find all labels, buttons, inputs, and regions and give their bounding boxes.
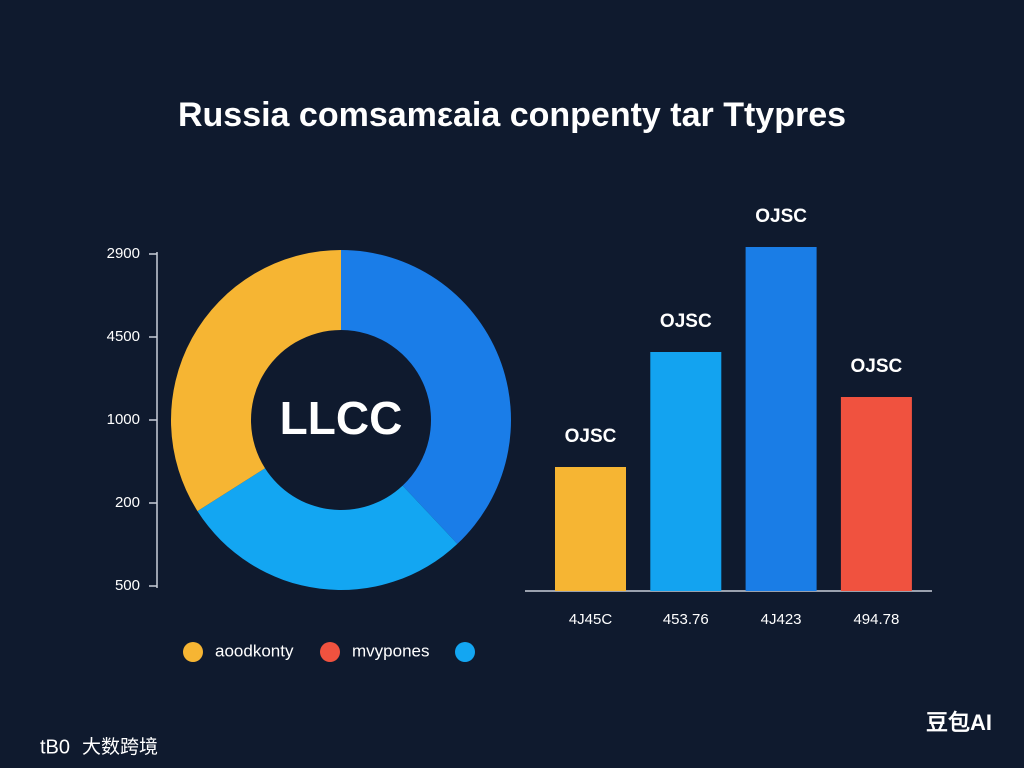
watermark: 大数跨境 (82, 736, 158, 758)
legend-label: aoodkonty (215, 641, 294, 660)
legend-label: mvypones (352, 641, 429, 660)
donut-segment (197, 468, 458, 590)
legend-swatch (183, 642, 203, 662)
bar (840, 397, 912, 591)
x-tick-label: 4J45C (569, 611, 613, 628)
y-tick-label: 2900 (107, 245, 140, 262)
bar (650, 352, 722, 591)
donut-segment (341, 250, 511, 544)
data-label: OJSC (565, 426, 617, 447)
data-label: OJSC (755, 206, 807, 227)
y-tick-label: 500 (115, 577, 140, 594)
y-tick-label: 200 (115, 494, 140, 511)
chart-title: Russia comsamεaia conpenty tar Ttypres (178, 96, 846, 134)
legend-swatch (455, 642, 475, 662)
data-label: OJSC (851, 356, 903, 377)
bar (555, 467, 626, 591)
x-tick-label: 453.76 (663, 611, 709, 628)
watermark: 豆包AI (926, 710, 992, 735)
x-tick-label: 4J423 (761, 611, 802, 628)
legend-swatch (320, 642, 340, 662)
bar (745, 247, 817, 591)
y-tick-label: 4500 (107, 328, 140, 345)
donut-segment (170, 250, 341, 512)
center-label: LLCC (280, 392, 403, 444)
watermark-logo: tB0 (40, 736, 70, 758)
data-label: OJSC (660, 311, 712, 332)
y-tick-label: 1000 (107, 411, 140, 428)
x-tick-label: 494.78 (853, 611, 899, 628)
